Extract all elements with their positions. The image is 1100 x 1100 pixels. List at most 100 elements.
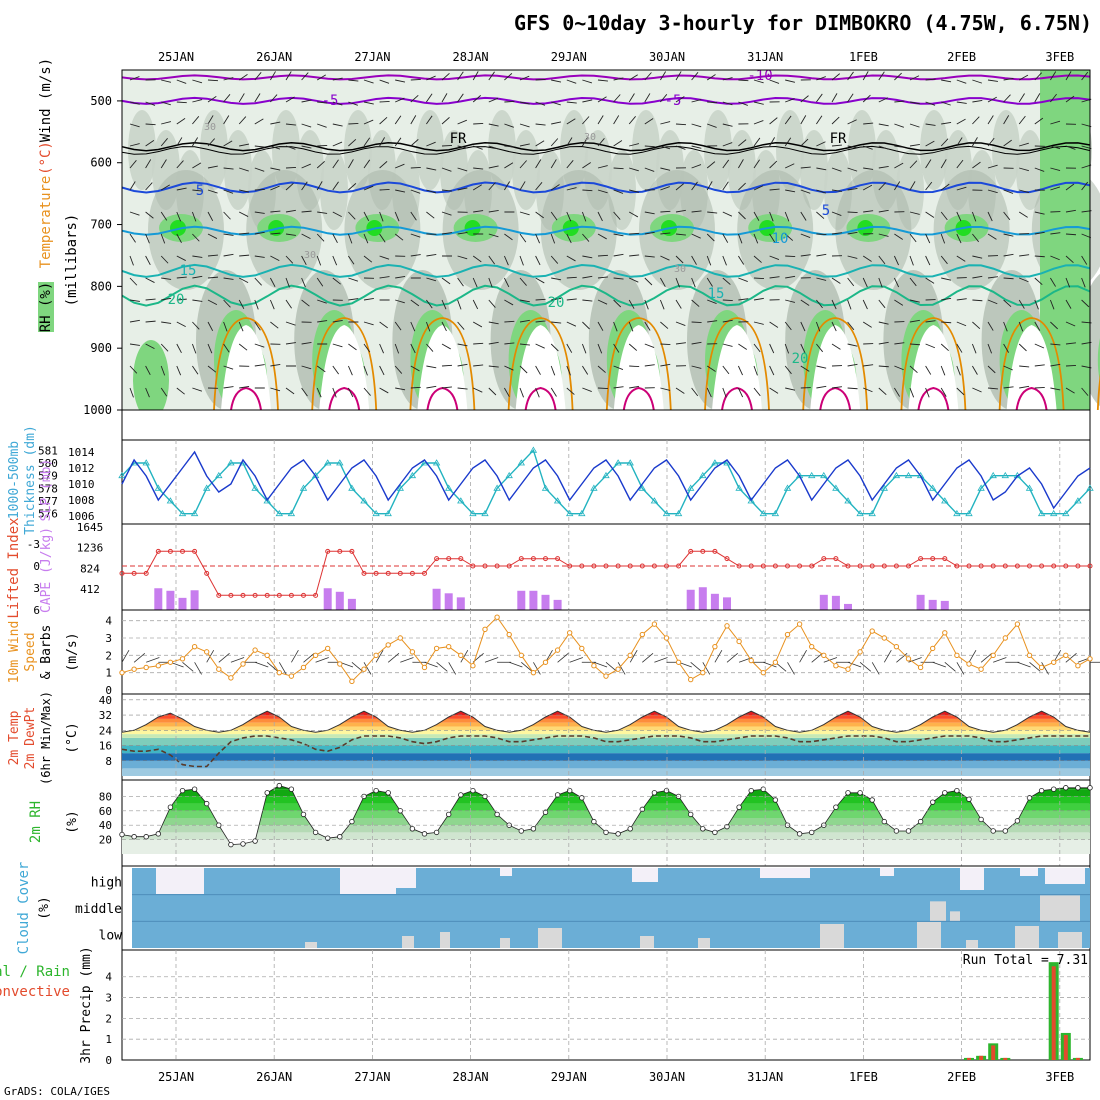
slp-tick-label: 1010: [68, 478, 95, 491]
wind-barb: [270, 387, 281, 392]
wind-barb: [628, 116, 636, 125]
thickness-point: [590, 484, 598, 491]
wind-barb: [816, 141, 826, 147]
wind-barb: [473, 387, 483, 393]
rh2m-point: [688, 811, 694, 818]
wind-barb: [254, 93, 261, 103]
wind-barb: [363, 185, 374, 191]
wind10-barb: [883, 649, 892, 663]
cape-bar: [541, 594, 550, 610]
wind10-point: [784, 631, 791, 638]
wind-barb: [488, 321, 499, 325]
wind-barb: [597, 189, 608, 194]
thickness-tick-label: 577: [38, 495, 58, 508]
wind-barb: [519, 255, 524, 266]
wind-barb: [816, 233, 827, 236]
date-label-bottom: 25JAN: [158, 1070, 194, 1084]
wind-barb: [691, 210, 702, 213]
wind-barb: [675, 145, 686, 150]
wind-barb: [628, 93, 635, 103]
wind-barb: [238, 116, 247, 125]
li-point: [409, 570, 415, 576]
rh2m-point: [966, 796, 972, 802]
wind-barb: [254, 167, 265, 172]
wind-barb: [270, 363, 281, 367]
cloud-low-block: [820, 924, 844, 948]
wind-barb: [629, 277, 639, 283]
wind-barb: [254, 72, 262, 81]
contour-label: 5: [822, 203, 830, 219]
wind-barb: [893, 255, 899, 266]
dry-trough: [908, 325, 959, 410]
wind-barb: [426, 365, 437, 369]
cape-bar: [166, 590, 175, 610]
wind-barb: [847, 363, 858, 367]
wind10-barb: [400, 657, 414, 663]
wind-barb: [940, 233, 946, 244]
li-point: [422, 570, 427, 576]
thickness-point: [880, 484, 889, 491]
wind-barb: [441, 144, 453, 147]
wind10-barb: [932, 661, 946, 668]
wind-barb: [831, 321, 837, 332]
wind-barb: [129, 277, 138, 286]
rh2m-unit: (%): [65, 810, 80, 833]
wind-barb: [925, 343, 936, 349]
wind10-barb: [811, 652, 823, 663]
isotherm-minus5: [121, 96, 1091, 105]
wind-barb: [129, 101, 140, 105]
wind-barb: [894, 299, 904, 306]
wind-barb: [722, 142, 733, 147]
wind-barb: [441, 232, 452, 235]
wind-barb: [847, 299, 852, 310]
rh2m-point: [603, 829, 609, 836]
wind-barb: [348, 139, 357, 147]
li-point: [845, 563, 851, 569]
isotherm-25-loop: [311, 317, 378, 411]
wind10-barb: [1065, 652, 1077, 663]
chart-title: GFS 0~10day 3-hourly for DIMBOKRO (4.75W…: [514, 11, 1092, 35]
rh2m-point: [203, 800, 210, 807]
wind-barb: [722, 319, 733, 323]
wind-barb: [332, 123, 343, 127]
cape-tick-label: 412: [80, 583, 100, 596]
wind10-unit: (m/s): [65, 632, 80, 671]
wind-barb: [301, 99, 312, 103]
cape-tick-label: 1645: [77, 521, 104, 534]
rh2m-point: [349, 818, 355, 825]
cloud-low-block: [440, 932, 450, 948]
wind-barb: [956, 255, 966, 262]
date-label-top: 27JAN: [354, 50, 390, 64]
cape-bar: [529, 590, 538, 610]
date-label-bottom: 30JAN: [649, 1070, 685, 1084]
cloud-level-label: low: [99, 929, 123, 944]
rh2m-point: [809, 829, 815, 836]
wind-barb: [285, 277, 290, 288]
wind10-tick-label: 1: [105, 667, 112, 680]
cloud-low-block: [917, 922, 941, 948]
wind-barb: [675, 71, 682, 81]
wind-barb: [566, 101, 577, 104]
wind-barb: [925, 181, 933, 191]
wind10-point: [809, 643, 815, 650]
wind-barb: [909, 160, 918, 169]
wind10-barb: [654, 657, 668, 663]
wind-barb: [535, 123, 546, 126]
wind-barb: [160, 365, 166, 376]
temp2m-tick-label: 32: [99, 709, 112, 722]
wind-barb: [207, 211, 214, 222]
wind-barb: [347, 233, 353, 244]
wind-barb: [925, 320, 936, 323]
rh-blob-mid: [320, 150, 348, 230]
wind-barb: [504, 162, 514, 169]
wind-barb: [192, 116, 200, 125]
wind-barb: [1065, 364, 1077, 367]
wind-barb: [660, 121, 671, 125]
wind-barb: [941, 121, 952, 125]
wind-barb: [769, 255, 780, 261]
wind10-point: [736, 638, 742, 645]
li-point: [337, 548, 343, 554]
cloud-middle-block: [950, 911, 960, 922]
wind-barb: [816, 299, 823, 309]
wind-barb: [987, 365, 996, 374]
